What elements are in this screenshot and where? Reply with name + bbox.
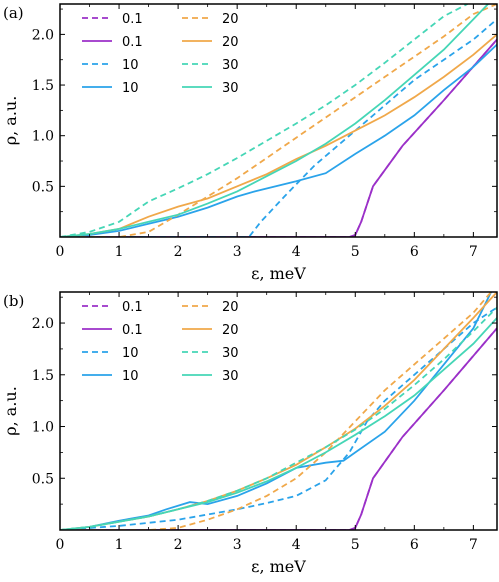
x-tick-label: 7 — [469, 244, 478, 260]
series-line-30-dashed — [60, 306, 497, 530]
legend-label: 30 — [222, 81, 239, 96]
plot-frame — [59, 291, 498, 531]
legend-label: 0.1 — [122, 300, 143, 315]
y-tick-label: 2.0 — [32, 316, 54, 332]
series-line-30-solid — [60, 4, 489, 237]
x-tick-label: 0 — [56, 537, 65, 553]
legend-label: 0.1 — [122, 323, 143, 338]
x-tick-label: 2 — [174, 537, 183, 553]
legend: 0.1 0.1 10 10 20 20 30 30 — [82, 12, 239, 96]
series-line-20-dashed — [60, 292, 492, 530]
series-line-30-dashed — [60, 4, 468, 237]
legend: 0.1 0.1 10 10 20 20 30 30 — [82, 300, 239, 384]
legend-label: 20 — [222, 300, 239, 315]
legend-label: 20 — [222, 12, 239, 27]
y-tick-label: 2.0 — [32, 27, 54, 43]
x-axis-label: ε, meV — [251, 264, 306, 283]
panel-label: (b) — [3, 292, 24, 310]
y-tick-label: 0.5 — [32, 179, 54, 195]
x-tick-label: 0 — [56, 244, 65, 260]
x-tick-label: 5 — [351, 537, 360, 553]
series-line-20-solid — [60, 33, 497, 237]
series-line-30-solid — [60, 317, 497, 530]
x-tick-label: 6 — [410, 244, 419, 260]
legend-label: 20 — [222, 323, 239, 338]
y-tick-label: 1.5 — [32, 368, 54, 384]
x-tick-label: 7 — [469, 537, 478, 553]
x-tick-label: 3 — [233, 537, 242, 553]
series-line-10-solid — [60, 292, 492, 530]
x-tick-label: 5 — [351, 244, 360, 260]
legend-label: 0.1 — [122, 12, 143, 27]
y-tick-label: 0.5 — [32, 471, 54, 487]
legend-label: 30 — [222, 346, 239, 361]
y-tick-label: 1.0 — [32, 420, 54, 436]
series-line-10-solid — [60, 43, 497, 237]
legend-label: 30 — [222, 58, 239, 73]
panel-label: (a) — [3, 4, 24, 22]
legend-label: 10 — [122, 369, 139, 384]
legend-label: 10 — [122, 346, 139, 361]
series-line-20-dashed — [60, 4, 497, 237]
x-tick-label: 1 — [115, 537, 124, 553]
series-line-10-dashed — [60, 18, 497, 237]
y-axis-label: ρ, a.u. — [1, 386, 20, 436]
legend-label: 10 — [122, 81, 139, 96]
x-tick-label: 4 — [292, 244, 301, 260]
plot-frame — [59, 3, 498, 238]
y-axis-label: ρ, a.u. — [1, 96, 20, 146]
legend-label: 10 — [122, 58, 139, 73]
x-tick-label: 1 — [115, 244, 124, 260]
x-axis-label: ε, meV — [251, 557, 306, 576]
legend-label: 0.1 — [122, 35, 143, 50]
x-tick-label: 2 — [174, 244, 183, 260]
x-tick-label: 4 — [292, 537, 301, 553]
x-tick-label: 6 — [410, 537, 419, 553]
x-tick-label: 3 — [233, 244, 242, 260]
legend-label: 30 — [222, 369, 239, 384]
y-tick-label: 1.0 — [32, 129, 54, 145]
series-line-10-dashed — [60, 306, 497, 530]
y-tick-label: 1.5 — [32, 78, 54, 94]
legend-label: 20 — [222, 35, 239, 50]
